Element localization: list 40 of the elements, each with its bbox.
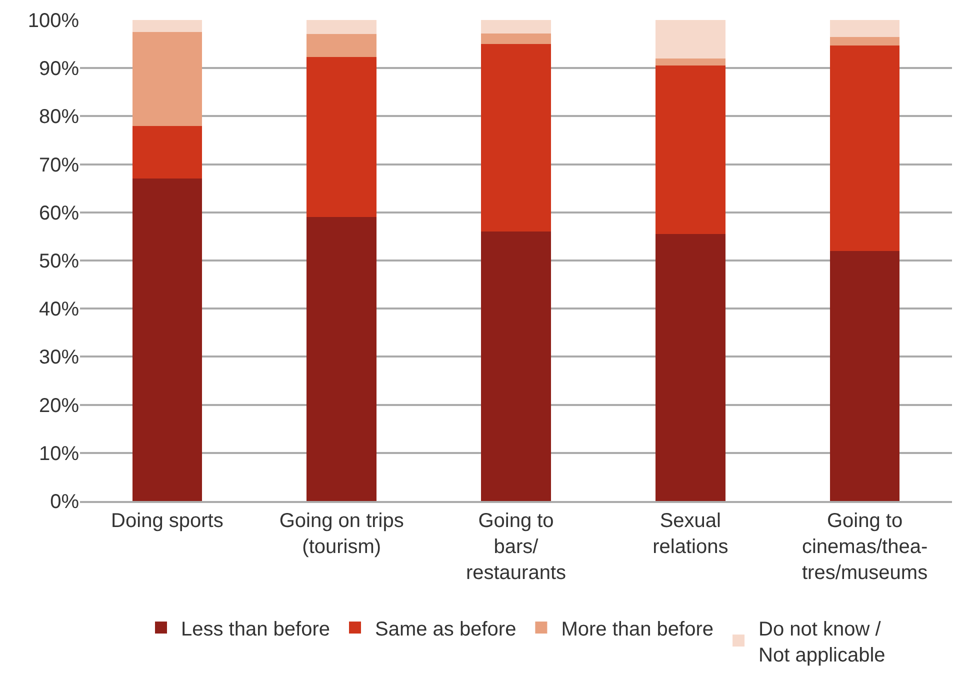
y-tick-label: 20% [38, 394, 80, 417]
bar [656, 20, 726, 58]
legend-label: Do not know / Not applicable [758, 618, 886, 666]
legend-label: Same as before [375, 618, 516, 640]
bar [306, 57, 376, 218]
y-tick-label: 10% [38, 442, 80, 465]
bar [481, 33, 551, 44]
x-tick-label: Sexual relations [652, 510, 728, 558]
bar [132, 32, 202, 126]
bar [306, 20, 376, 34]
x-tick-label: Going to bars/ restaurants [466, 510, 566, 584]
y-tick-label: 80% [38, 106, 80, 128]
x-tick-label: Going to cinemas/thea- tres/museums [802, 510, 928, 584]
bar [481, 20, 551, 34]
legend-label: Less than before [181, 618, 330, 640]
y-tick-label: 0% [50, 491, 80, 513]
x-tick-label: Going on trips (tourism) [279, 510, 404, 558]
y-tick-label: 90% [38, 58, 80, 80]
bar [481, 232, 551, 501]
bar [656, 58, 726, 66]
legend-label: More than before [561, 618, 714, 640]
bar [306, 217, 376, 501]
bar [132, 126, 202, 179]
bar [830, 36, 900, 46]
bar [132, 178, 202, 501]
y-tick-label: 70% [38, 154, 80, 176]
y-tick-label: 60% [38, 202, 80, 224]
y-tick-label: 50% [38, 250, 80, 272]
y-tick-label: 100% [28, 10, 80, 32]
bar [132, 20, 202, 32]
bar [656, 66, 726, 234]
bar [830, 45, 900, 251]
bar [830, 250, 900, 501]
y-tick-label: 40% [38, 298, 80, 321]
bar [306, 34, 376, 58]
x-tick-label: Doing sports [111, 510, 224, 532]
bar [656, 234, 726, 501]
y-tick-label: 30% [38, 346, 80, 369]
bar [481, 44, 551, 232]
bar [830, 20, 900, 37]
